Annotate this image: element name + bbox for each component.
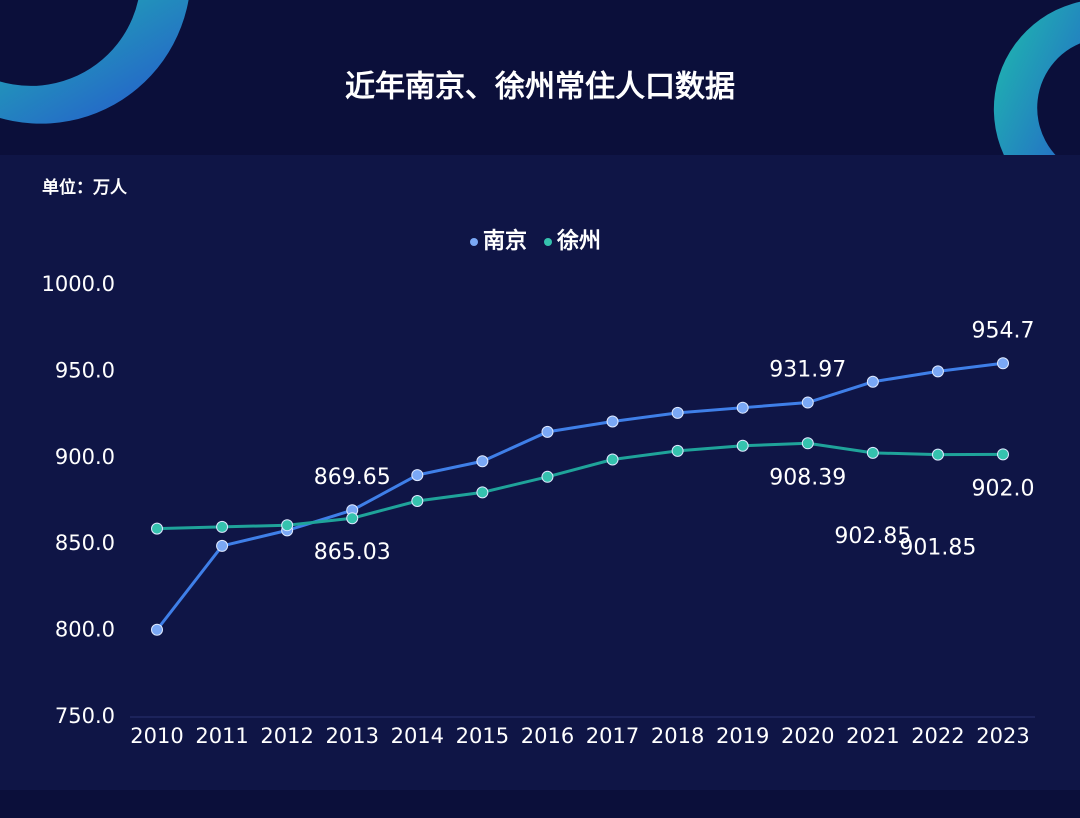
data-point bbox=[997, 357, 1009, 370]
x-tick-label: 2018 bbox=[651, 724, 704, 748]
data-point bbox=[931, 365, 944, 378]
data-point bbox=[411, 495, 424, 507]
data-point bbox=[997, 448, 1009, 461]
chart-title: 近年南京、徐州常住人口数据 bbox=[345, 70, 735, 105]
data-point bbox=[931, 448, 944, 461]
x-tick-label: 2011 bbox=[195, 724, 248, 748]
legend-marker bbox=[544, 238, 552, 246]
x-tick-label: 2012 bbox=[260, 724, 313, 748]
y-tick-label: 800.0 bbox=[55, 618, 115, 642]
x-tick-label: 2020 bbox=[781, 724, 834, 748]
data-point bbox=[216, 539, 229, 552]
x-tick-label: 2022 bbox=[911, 724, 964, 748]
data-point bbox=[866, 446, 879, 459]
data-label: 902.0 bbox=[972, 476, 1035, 501]
y-tick-label: 900.0 bbox=[55, 445, 115, 469]
panel bbox=[0, 155, 1080, 790]
data-point bbox=[541, 470, 554, 483]
data-point bbox=[411, 469, 424, 482]
data-point bbox=[541, 425, 554, 438]
data-label: 902.85 bbox=[834, 524, 911, 549]
series-line bbox=[156, 441, 1004, 531]
data-label: 954.7 bbox=[972, 318, 1035, 343]
data-point bbox=[606, 415, 619, 428]
data-point bbox=[476, 455, 489, 468]
x-tick-label: 2019 bbox=[716, 724, 769, 748]
data-point bbox=[736, 401, 749, 414]
data-point bbox=[476, 486, 489, 499]
x-tick-label: 2021 bbox=[846, 724, 899, 748]
data-label: 931.97 bbox=[769, 358, 846, 383]
y-tick-label: 850.0 bbox=[55, 531, 115, 555]
legend-marker bbox=[470, 238, 478, 246]
x-tick-label: 2023 bbox=[976, 724, 1029, 748]
x-tick-label: 2010 bbox=[130, 724, 183, 748]
x-tick-label: 2016 bbox=[521, 724, 574, 748]
data-point bbox=[151, 623, 163, 636]
x-tick-label: 2017 bbox=[586, 724, 639, 748]
y-tick-label: 1000.0 bbox=[42, 272, 115, 296]
data-point bbox=[736, 439, 749, 452]
decor-ring bbox=[0, 0, 189, 124]
data-label: 865.03 bbox=[314, 540, 391, 565]
y-tick-label: 750.0 bbox=[55, 704, 115, 728]
data-label: 869.65 bbox=[314, 465, 391, 490]
y-tick-label: 950.0 bbox=[55, 358, 115, 382]
data-point bbox=[281, 519, 294, 532]
data-label: 901.85 bbox=[899, 536, 976, 561]
data-point bbox=[801, 396, 814, 409]
data-label: 908.39 bbox=[769, 465, 846, 490]
x-tick-label: 2014 bbox=[391, 724, 444, 748]
unit-label: 单位：万人 bbox=[42, 177, 128, 198]
data-point bbox=[801, 437, 814, 450]
legend-label: 徐州 bbox=[556, 228, 601, 254]
x-tick-label: 2013 bbox=[326, 724, 379, 748]
x-tick-label: 2015 bbox=[456, 724, 509, 748]
data-point bbox=[671, 406, 684, 419]
data-point bbox=[606, 453, 619, 466]
legend-label: 南京 bbox=[483, 228, 527, 254]
data-point bbox=[866, 375, 879, 388]
series-line bbox=[155, 361, 1004, 631]
data-point bbox=[346, 512, 359, 525]
data-point bbox=[671, 444, 684, 457]
data-point bbox=[151, 522, 163, 535]
data-point bbox=[216, 520, 229, 533]
